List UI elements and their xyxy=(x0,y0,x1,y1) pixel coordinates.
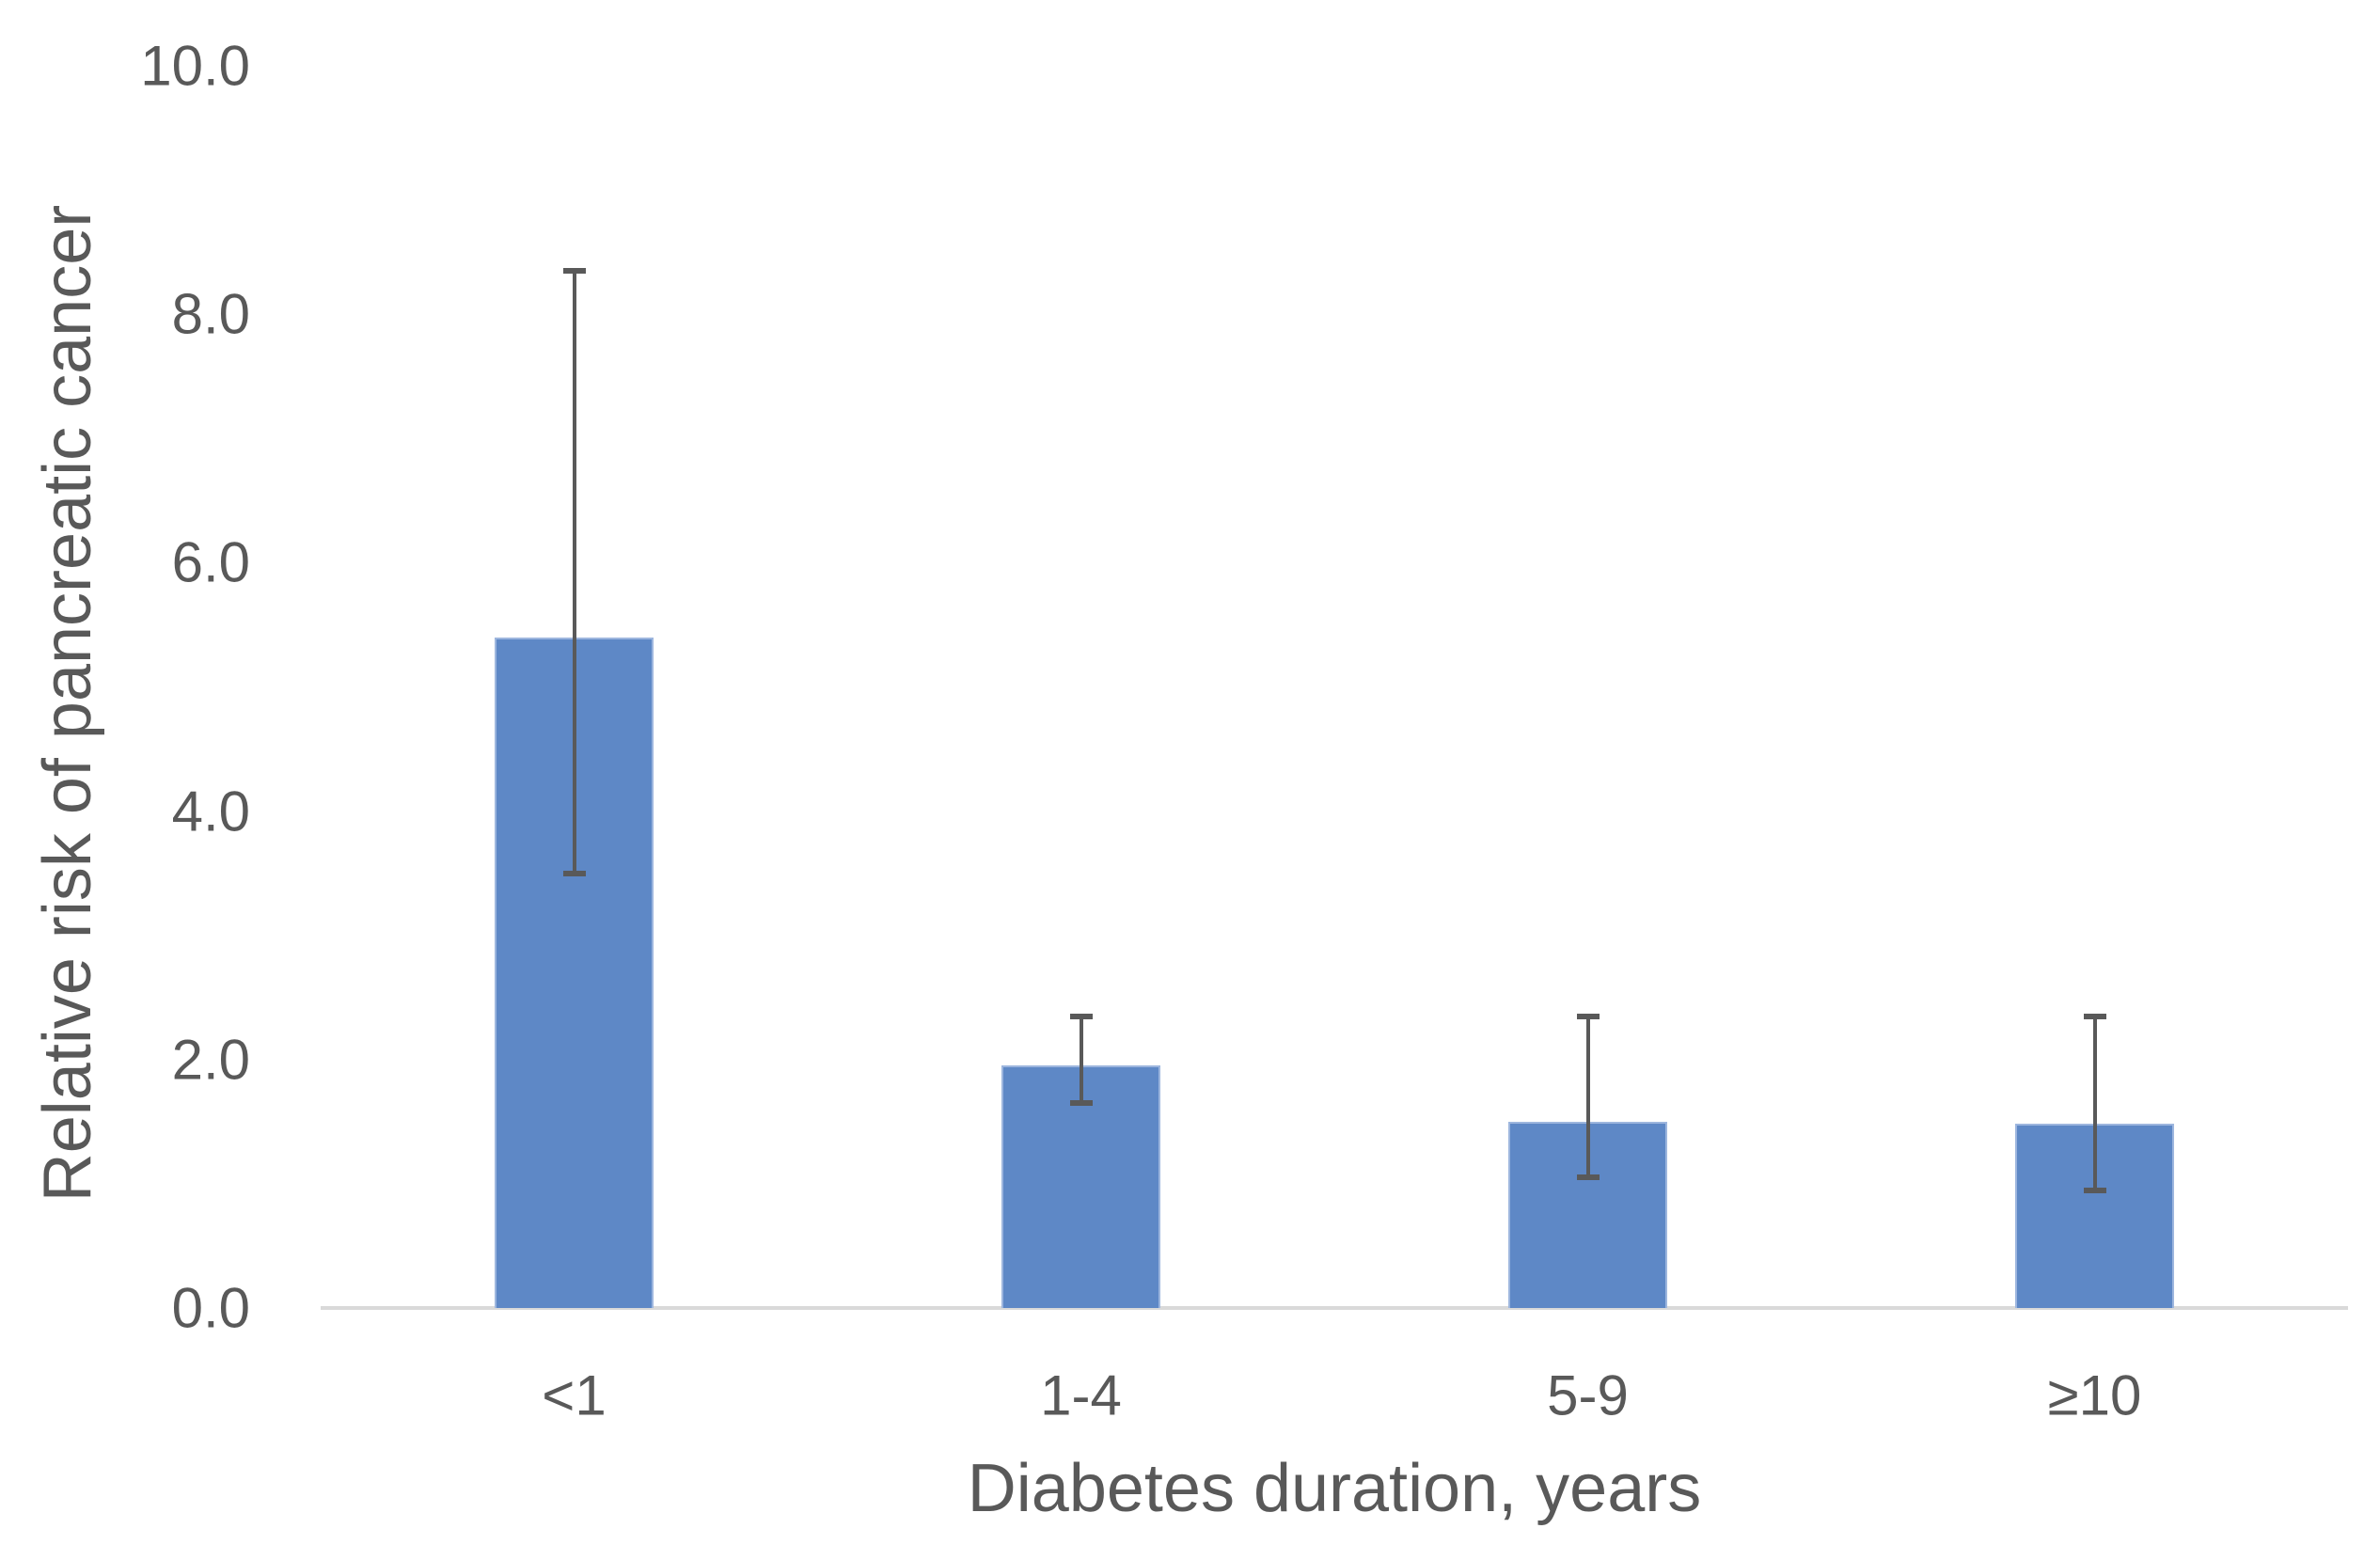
y-tick-label: 6.0 xyxy=(171,530,250,594)
error-bar-whisker xyxy=(2092,1016,2097,1190)
x-category-label: 1-4 xyxy=(1040,1363,1122,1427)
y-tick-label: 10.0 xyxy=(140,34,250,98)
y-tick-label: 0.0 xyxy=(171,1276,250,1340)
error-bar-cap-top xyxy=(1069,1013,1093,1019)
x-axis-title: Diabetes duration, years xyxy=(967,1451,1702,1526)
y-tick-label: 4.0 xyxy=(171,780,250,843)
x-axis-line xyxy=(321,1306,2348,1310)
y-axis-title: Relative risk of pancreatic cancer xyxy=(30,204,105,1203)
error-bar-whisker xyxy=(572,270,576,874)
error-bar-cap-bottom xyxy=(2083,1187,2106,1193)
x-category-label: ≥10 xyxy=(2047,1363,2142,1427)
x-category-label: <1 xyxy=(542,1363,607,1427)
bar xyxy=(1001,1065,1160,1308)
error-bar-cap-bottom xyxy=(562,870,586,876)
error-bar-cap-top xyxy=(562,267,586,274)
error-bar-cap-bottom xyxy=(1576,1174,1600,1181)
y-tick-label: 2.0 xyxy=(171,1028,250,1092)
error-bar-cap-bottom xyxy=(1069,1100,1093,1107)
error-bar-cap-top xyxy=(1576,1013,1600,1019)
error-bar-whisker xyxy=(1079,1016,1083,1104)
error-bar-cap-top xyxy=(2083,1013,2106,1019)
error-bar-whisker xyxy=(1585,1016,1590,1178)
y-tick-label: 8.0 xyxy=(171,282,250,346)
x-category-label: 5-9 xyxy=(1547,1363,1629,1427)
